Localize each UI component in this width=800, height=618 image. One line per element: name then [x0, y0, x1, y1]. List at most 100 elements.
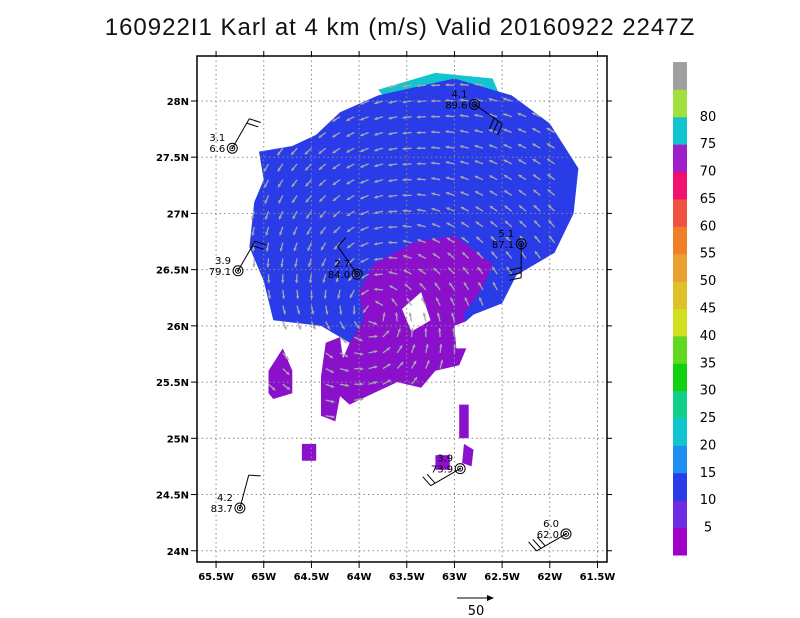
wind-vector: [333, 226, 341, 234]
wind-vector: [477, 266, 484, 275]
wind-vector: [422, 312, 427, 322]
wind-vector: [402, 224, 412, 228]
barb-flag: [536, 536, 546, 547]
station-1: 3.979.1: [209, 240, 267, 278]
wind-vector: [349, 289, 355, 299]
wind-vector: [518, 204, 527, 212]
wind-vector: [474, 144, 484, 149]
wind-vector: [310, 321, 316, 330]
barb-flag: [249, 118, 261, 123]
barb-flag: [246, 122, 259, 128]
station-6: 4.283.7: [211, 474, 261, 515]
wind-vector: [290, 163, 298, 172]
wind-vector: [265, 226, 270, 236]
station-value-bottom: 62.0: [537, 530, 559, 541]
wind-vector: [416, 223, 426, 228]
wind-vector: [475, 205, 484, 212]
wind-vector: [394, 312, 399, 322]
station-marker: [226, 142, 238, 154]
wind-vector: [346, 163, 355, 169]
wind-vector: [374, 147, 384, 152]
barb-flag: [528, 541, 537, 552]
wind-vector: [325, 399, 335, 404]
grid-lines: [197, 56, 607, 562]
wind-vector: [464, 297, 470, 306]
wind-barb: [430, 468, 461, 487]
y-tick-label: 25.5N: [156, 378, 189, 389]
wind-vector: [406, 297, 413, 306]
wind-vector: [459, 114, 469, 118]
colorbar-label: 65: [700, 192, 717, 207]
wind-vector: [517, 112, 527, 118]
wind-vector: [319, 226, 327, 235]
wind-vector: [431, 130, 441, 134]
wind-vector: [318, 147, 327, 155]
wind-vector: [488, 144, 498, 149]
x-tick-label: 64.5W: [294, 572, 330, 583]
wind-vector: [416, 84, 426, 88]
wind-vector: [439, 343, 443, 353]
barb-flag: [509, 267, 522, 271]
field-region-2: [249, 78, 579, 360]
wind-vector: [346, 242, 355, 249]
x-tick-label: 63.5W: [389, 572, 425, 583]
wind-vector: [417, 238, 427, 244]
wind-vector: [332, 163, 341, 170]
station-value-bottom: 84.0: [328, 270, 350, 281]
wind-vector: [319, 210, 327, 219]
barb-flag: [488, 117, 495, 130]
wind-vector: [416, 146, 426, 150]
wind-vector: [425, 343, 429, 354]
observation-stations: 3.16.63.979.12.784.04.189.65.187.13.973.…: [209, 89, 572, 552]
wind-vector: [304, 163, 312, 171]
wind-vector: [360, 147, 369, 153]
wind-vector: [534, 235, 541, 244]
wind-vector: [388, 210, 398, 214]
wind-vector: [347, 273, 355, 282]
colorbar-label: 25: [700, 411, 717, 426]
wind-vector: [277, 163, 284, 172]
wind-vector: [431, 222, 441, 228]
station-value-bottom: 87.1: [492, 240, 514, 251]
wind-vector: [450, 297, 455, 306]
wind-vector: [388, 84, 398, 89]
wind-vector: [382, 363, 391, 370]
wind-vector: [332, 179, 341, 186]
wind-vector: [503, 128, 512, 134]
wind-vector: [325, 415, 335, 419]
wind-vector: [489, 205, 498, 212]
field-region-4: [321, 337, 345, 422]
station-value-top: 2.7: [334, 259, 350, 270]
wind-vector: [339, 321, 346, 330]
wind-vector: [416, 162, 426, 166]
wind-vector: [346, 179, 355, 185]
wind-vector: [321, 258, 327, 267]
wind-vector: [360, 289, 369, 296]
wind-vector: [546, 142, 555, 149]
wind-vector: [374, 100, 384, 105]
wind-vector: [368, 350, 378, 354]
wind-vector: [339, 336, 348, 344]
wind-vector: [474, 160, 484, 165]
wind-vector: [461, 236, 470, 244]
wind-vector: [296, 305, 301, 315]
wind-vector: [374, 210, 384, 215]
wind-vector: [503, 143, 512, 149]
barb-flag: [532, 539, 542, 549]
wind-vector: [460, 221, 470, 228]
wind-vector: [354, 367, 364, 371]
wind-vector: [388, 163, 398, 167]
wind-vector: [419, 282, 427, 291]
wind-vector: [267, 274, 271, 284]
colorbar-swatch: [673, 527, 687, 556]
wind-vector: [446, 222, 455, 228]
wind-vector: [445, 114, 455, 118]
wind-vector: [325, 305, 329, 315]
barb-flag: [493, 120, 499, 133]
wind-vector: [445, 130, 455, 134]
wind-vector: [502, 97, 512, 102]
wind-vector: [374, 116, 384, 120]
colorbar-swatch: [673, 281, 687, 309]
wind-vector: [374, 163, 384, 168]
wind-vector: [547, 204, 556, 212]
